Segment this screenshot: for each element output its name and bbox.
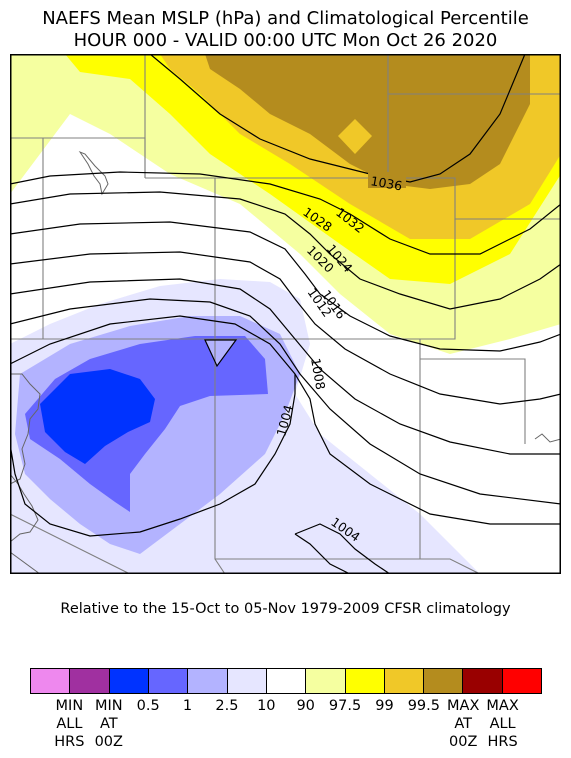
colorbar-swatch [502,669,542,693]
colorbar-label: MAX ALL HRS [486,698,519,750]
colorbar-label: 99 [375,698,394,714]
shade-east-notch [545,54,561,94]
shade-max-spot [338,119,372,154]
colorbar-swatch [345,669,385,693]
colorbar-swatch [109,669,149,693]
colorbar-label: 1 [182,698,193,714]
colorbar-label: MAX AT 00Z [447,698,480,750]
colorbar-label: 2.5 [215,698,239,714]
map-title-line1: NAEFS Mean MSLP (hPa) and Climatological… [42,8,529,29]
colorbar-label: 10 [257,698,276,714]
colorbar-swatch [424,669,464,693]
shade-max-at-00z [205,54,530,189]
colorbar-swatch [463,669,503,693]
colorbar-label: 99.5 [407,698,440,714]
colorbar-swatch [266,669,307,693]
colorbar-label: 0.5 [136,698,160,714]
colorbar-label: MIN AT 00Z [94,698,123,750]
colorbar-label: 97.5 [328,698,362,714]
colorbar-swatch [188,669,228,693]
climatology-caption: Relative to the 15-Oct to 05-Nov 1979-20… [60,601,511,617]
colorbar-swatch [306,669,346,693]
shade-below-0-5 [40,369,155,464]
contour-label-1008: 1008 [308,357,328,391]
colorbar-label: 90 [296,698,315,714]
colorbar-label: MIN ALL HRS [54,698,85,750]
colorbar-swatch [384,669,425,693]
shade-inner-notch [205,340,236,366]
map-frame [10,54,561,574]
label-bg [368,172,406,188]
map-title-line2: HOUR 000 - VALID 00:00 UTC Mon Oct 26 20… [73,30,498,51]
colorbar-swatch [31,669,71,693]
contour-label-1036: 1036 [369,173,403,193]
map-panel: 1036 1032 1028 1024 1020 1016 1012 1008 … [10,54,561,574]
colorbar-swatch [70,669,110,693]
percentile-colorbar [30,668,542,694]
colorbar-swatch [148,669,189,693]
isobars [10,54,561,574]
colorbar-swatch [227,669,267,693]
